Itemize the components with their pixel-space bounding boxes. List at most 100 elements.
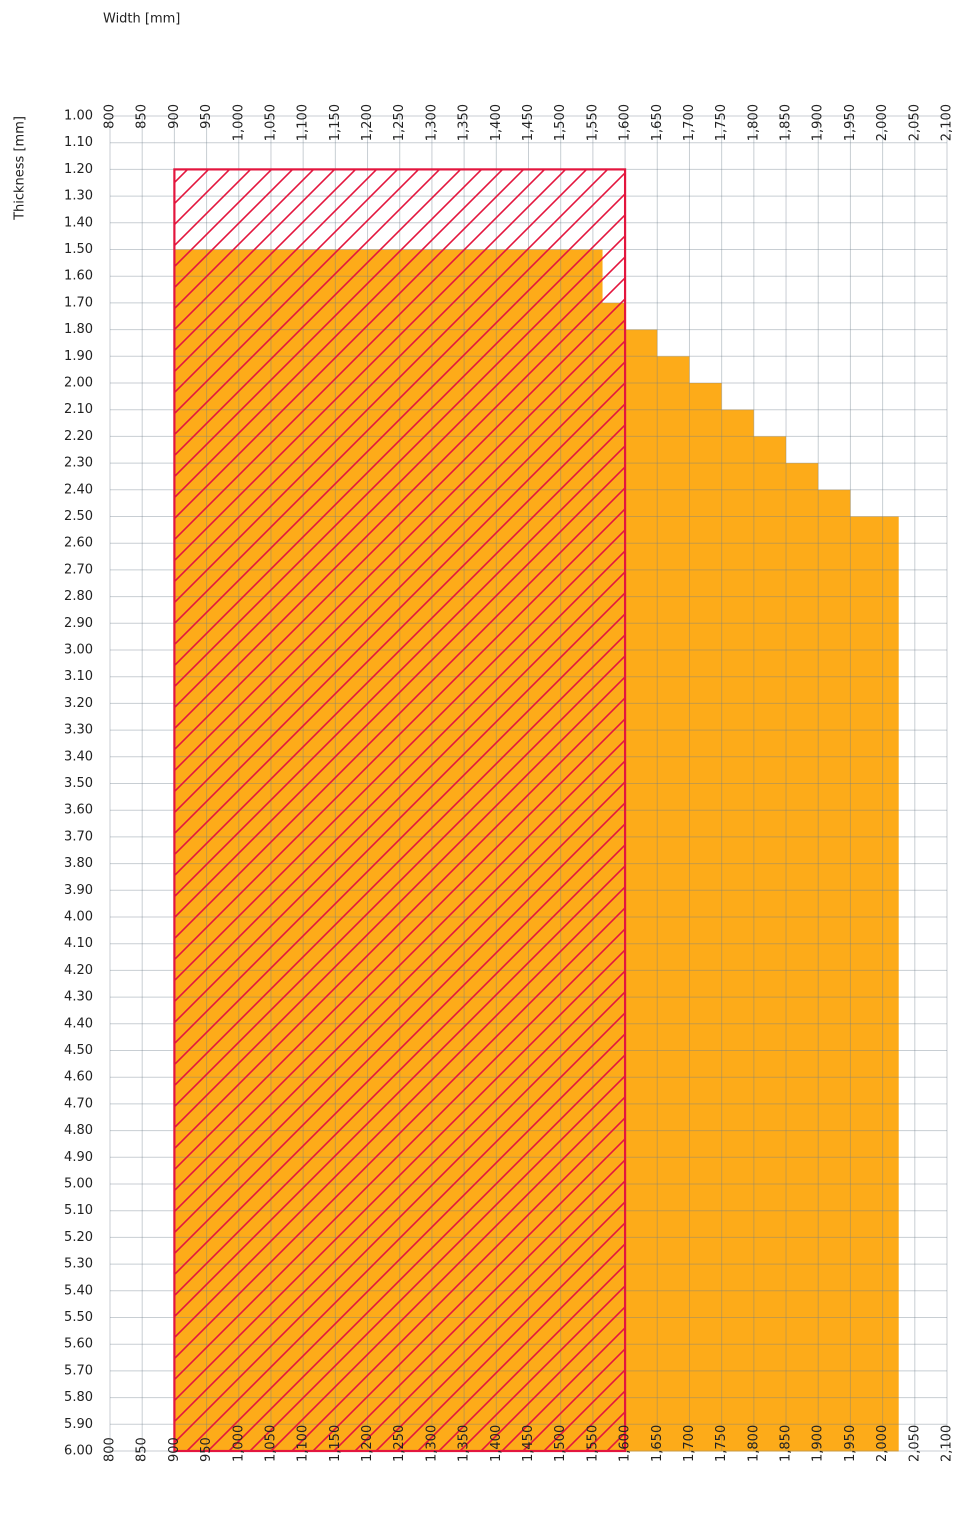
y-tick-label: 5.40 [64, 1283, 93, 1298]
x-tick-label-top: 1,300 [424, 104, 439, 141]
x-tick-label-bottom: 2,100 [940, 1425, 955, 1462]
y-tick-label: 5.80 [64, 1390, 93, 1405]
y-tick-label: 3.40 [64, 749, 93, 764]
x-tick-label-bottom: 1,000 [231, 1425, 246, 1462]
x-tick-label-top: 1,800 [746, 104, 761, 141]
x-tick-label-top: 1,900 [811, 104, 826, 141]
x-tick-label-top: 1,500 [553, 104, 568, 141]
y-tick-label: 5.00 [64, 1177, 93, 1192]
x-axis-title: Width [mm] [103, 12, 180, 27]
x-tick-label-top: 1,200 [360, 104, 375, 141]
x-tick-label-top: 2,050 [907, 104, 922, 141]
x-tick-label-top: 1,350 [457, 104, 472, 141]
x-tick-label-bottom: 2,050 [907, 1425, 922, 1462]
y-tick-label: 5.90 [64, 1417, 93, 1432]
x-tick-label-top: 1,700 [682, 104, 697, 141]
y-tick-label: 5.70 [64, 1363, 93, 1378]
x-tick-label-top: 800 [103, 104, 118, 129]
y-tick-label: 2.60 [64, 536, 93, 551]
y-tick-label: 3.90 [64, 883, 93, 898]
y-tick-label: 5.30 [64, 1257, 93, 1272]
y-tick-label: 1.20 [64, 162, 93, 177]
y-tick-label: 6.00 [64, 1444, 93, 1459]
x-tick-label-top: 850 [135, 104, 150, 129]
x-tick-label-bottom: 1,400 [489, 1425, 504, 1462]
y-tick-label: 1.40 [64, 215, 93, 230]
x-tick-label-bottom: 900 [167, 1437, 182, 1462]
hatched-region [173, 168, 627, 1453]
x-tick-label-bottom: 1,600 [618, 1425, 633, 1462]
y-tick-label: 4.40 [64, 1016, 93, 1031]
y-tick-label: 1.00 [64, 109, 93, 124]
y-tick-label: 1.70 [64, 295, 93, 310]
y-tick-label: 1.30 [64, 189, 93, 204]
y-tick-label: 4.00 [64, 910, 93, 925]
y-tick-label: 1.90 [64, 349, 93, 364]
y-tick-label: 2.90 [64, 616, 93, 631]
x-tick-label-top: 1,100 [296, 104, 311, 141]
y-tick-label: 4.20 [64, 963, 93, 978]
y-tick-label: 4.80 [64, 1123, 93, 1138]
x-tick-label-bottom: 1,650 [650, 1425, 665, 1462]
x-tick-label-top: 950 [199, 104, 214, 129]
y-tick-label: 3.10 [64, 669, 93, 684]
x-tick-label-top: 1,550 [585, 104, 600, 141]
y-tick-label: 4.90 [64, 1150, 93, 1165]
x-tick-label-bottom: 1,300 [424, 1425, 439, 1462]
x-tick-label-top: 1,000 [231, 104, 246, 141]
x-tick-label-top: 1,750 [714, 104, 729, 141]
x-tick-label-bottom: 950 [199, 1437, 214, 1462]
y-tick-label: 2.10 [64, 402, 93, 417]
x-tick-label-top: 1,150 [328, 104, 343, 141]
x-tick-label-bottom: 1,700 [682, 1425, 697, 1462]
x-tick-label-bottom: 1,500 [553, 1425, 568, 1462]
x-tick-label-bottom: 1,850 [779, 1425, 794, 1462]
y-tick-label: 2.00 [64, 376, 93, 391]
x-tick-label-bottom: 1,550 [585, 1425, 600, 1462]
y-tick-label: 2.70 [64, 562, 93, 577]
y-tick-label: 3.30 [64, 723, 93, 738]
x-tick-label-top: 2,100 [940, 104, 955, 141]
y-tick-label: 2.30 [64, 456, 93, 471]
y-tick-label: 5.20 [64, 1230, 93, 1245]
x-tick-label-top: 1,450 [521, 104, 536, 141]
x-tick-label-top: 900 [167, 104, 182, 129]
y-tick-label: 3.80 [64, 856, 93, 871]
y-tick-label: 4.50 [64, 1043, 93, 1058]
y-tick-label: 3.60 [64, 803, 93, 818]
x-tick-label-top: 1,950 [843, 104, 858, 141]
y-axis-title: Thickness [mm] [13, 116, 28, 221]
x-tick-label-top: 1,250 [392, 104, 407, 141]
y-tick-label: 3.70 [64, 829, 93, 844]
y-tick-label: 1.80 [64, 322, 93, 337]
y-tick-label: 5.60 [64, 1337, 93, 1352]
x-tick-label-bottom: 1,200 [360, 1425, 375, 1462]
x-tick-label-bottom: 1,350 [457, 1425, 472, 1462]
y-tick-label: 3.00 [64, 643, 93, 658]
y-tick-label: 1.50 [64, 242, 93, 257]
x-tick-label-top: 1,400 [489, 104, 504, 141]
y-tick-label: 4.30 [64, 990, 93, 1005]
x-tick-label-bottom: 1,450 [521, 1425, 536, 1462]
x-tick-label-bottom: 850 [135, 1437, 150, 1462]
x-tick-label-top: 2,000 [875, 104, 890, 141]
y-tick-label: 5.10 [64, 1203, 93, 1218]
x-tick-label-bottom: 1,900 [811, 1425, 826, 1462]
y-tick-label: 3.50 [64, 776, 93, 791]
x-tick-label-bottom: 1,150 [328, 1425, 343, 1462]
y-tick-label: 4.60 [64, 1070, 93, 1085]
y-tick-label: 5.50 [64, 1310, 93, 1325]
x-tick-label-bottom: 1,750 [714, 1425, 729, 1462]
y-tick-label: 2.40 [64, 482, 93, 497]
x-tick-label-top: 1,850 [779, 104, 794, 141]
x-tick-label-bottom: 1,950 [843, 1425, 858, 1462]
x-tick-label-bottom: 2,000 [875, 1425, 890, 1462]
y-tick-label: 3.20 [64, 696, 93, 711]
y-tick-label: 4.70 [64, 1096, 93, 1111]
x-tick-label-bottom: 800 [103, 1437, 118, 1462]
x-tick-label-top: 1,650 [650, 104, 665, 141]
y-tick-label: 1.10 [64, 135, 93, 150]
y-tick-label: 1.60 [64, 269, 93, 284]
y-tick-label: 2.20 [64, 429, 93, 444]
